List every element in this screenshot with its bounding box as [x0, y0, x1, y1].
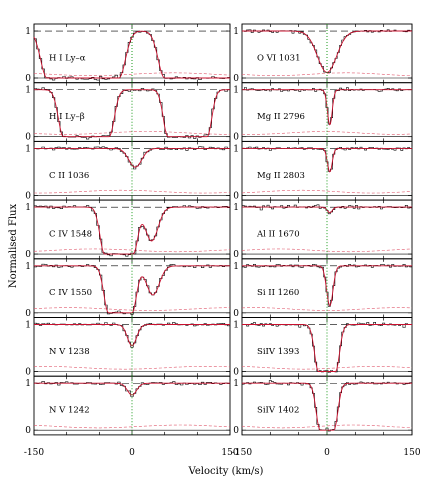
- y-tick-label: 1: [233, 27, 239, 37]
- error-spectrum: [33, 307, 231, 311]
- y-tick-label: 0: [233, 74, 239, 84]
- panel-label: Al II 1670: [256, 229, 300, 239]
- x-tick-label-left-min: -150: [24, 448, 44, 458]
- y-tick-label: 1: [233, 321, 239, 331]
- model-fit: [242, 265, 412, 307]
- panel-label: C II 1036: [49, 171, 89, 181]
- panel-siiv-1393: 0 1 SiIV 1393: [233, 317, 413, 378]
- panel-siiv-1402: 0 1 SiIV 1402: [233, 375, 413, 436]
- panel-label: O VI 1031: [257, 53, 301, 63]
- error-spectrum: [34, 366, 231, 370]
- y-tick-label: 0: [25, 368, 31, 378]
- error-spectrum: [241, 72, 412, 76]
- model-fit: [34, 324, 230, 347]
- y-tick-label: 1: [25, 379, 31, 389]
- observed-spectrum: [242, 380, 412, 432]
- y-tick-label: 0: [233, 426, 239, 436]
- panel-al-ii-1670: 0 1 Al II 1670: [233, 199, 413, 260]
- observed-spectrum: [34, 322, 230, 348]
- x-tick-label-right-max: 150: [403, 448, 420, 458]
- panel-label: N V 1238: [49, 347, 90, 357]
- y-tick-label: 0: [25, 309, 31, 319]
- y-tick-label: 0: [233, 191, 239, 201]
- x-axis-label: Velocity (km/s): [188, 466, 264, 477]
- y-tick-label: 0: [25, 133, 31, 143]
- panel-label: N V 1242: [49, 406, 90, 416]
- panel-si-ii-1260: 0 1 Si II 1260: [233, 258, 413, 319]
- panel-mg-ii-2803: 0 1 Mg II 2803: [233, 140, 413, 201]
- panel-label: SiIV 1402: [257, 406, 299, 416]
- y-tick-label: 1: [25, 262, 31, 272]
- panel-c-iv-1550: 0 1 C IV 1550: [25, 258, 231, 319]
- panel-h-i-ly: 0 1 H I Ly–α: [25, 23, 231, 84]
- panel-label: Mg II 2796: [257, 112, 305, 122]
- y-tick-label: 0: [25, 191, 31, 201]
- y-tick-label: 1: [233, 144, 239, 154]
- y-tick-label: 0: [233, 250, 239, 260]
- error-spectrum: [34, 189, 231, 194]
- error-spectrum: [241, 424, 413, 429]
- y-tick-label: 0: [233, 133, 239, 143]
- panel-label: H I Ly–β: [49, 112, 85, 122]
- model-fit: [34, 147, 230, 168]
- y-tick-label: 0: [25, 74, 31, 84]
- observed-spectrum: [242, 264, 412, 307]
- panel-mg-ii-2796: 0 1 Mg II 2796: [233, 82, 413, 143]
- y-tick-label: 1: [25, 144, 31, 154]
- panel-label: H I Ly–α: [49, 53, 86, 63]
- error-spectrum: [33, 248, 231, 253]
- y-tick-label: 1: [233, 86, 239, 96]
- y-tick-label: 1: [233, 262, 239, 272]
- error-spectrum: [33, 131, 230, 135]
- panel-n-v-1238: 0 1 N V 1238: [25, 317, 231, 378]
- y-tick-label: 1: [25, 86, 31, 96]
- panel-label: C IV 1548: [49, 229, 92, 239]
- error-spectrum: [33, 72, 231, 76]
- panel-label: Si II 1260: [257, 288, 299, 298]
- panel-c-iv-1548: 0 1 C IV 1548: [25, 199, 231, 260]
- model-fit: [33, 30, 230, 79]
- error-spectrum: [34, 424, 231, 429]
- panel-label: Mg II 2803: [257, 171, 305, 181]
- x-tick-label-right-zero: 0: [324, 448, 330, 458]
- panel-c-ii-1036: 0 1 C II 1036: [25, 140, 231, 201]
- y-axis-label: Normalised Flux: [8, 204, 19, 289]
- x-tick-label-right-min: -150: [232, 448, 252, 458]
- observed-spectrum: [242, 146, 412, 172]
- error-spectrum: [241, 189, 413, 194]
- x-tick-label-left-max: 150: [221, 448, 238, 458]
- observed-spectrum: [242, 322, 412, 373]
- x-tick-label-left-zero: 0: [129, 448, 135, 458]
- panel-n-v-1242: 0 1 N V 1242: [25, 375, 231, 436]
- y-tick-label: 0: [25, 250, 31, 260]
- y-tick-label: 0: [233, 309, 239, 319]
- panel-label: C IV 1550: [49, 288, 92, 298]
- y-tick-label: 1: [25, 203, 31, 213]
- y-tick-label: 1: [233, 203, 239, 213]
- panel-o-vi-1031: 0 1 O VI 1031: [233, 23, 413, 84]
- y-tick-label: 1: [233, 379, 239, 389]
- panel-label: SiIV 1393: [257, 347, 299, 357]
- y-tick-label: 1: [25, 27, 31, 37]
- y-tick-label: 0: [233, 368, 239, 378]
- panel-h-i-ly: 0 1 H I Ly–β: [25, 82, 231, 143]
- y-tick-label: 1: [25, 321, 31, 331]
- y-tick-label: 0: [25, 426, 31, 436]
